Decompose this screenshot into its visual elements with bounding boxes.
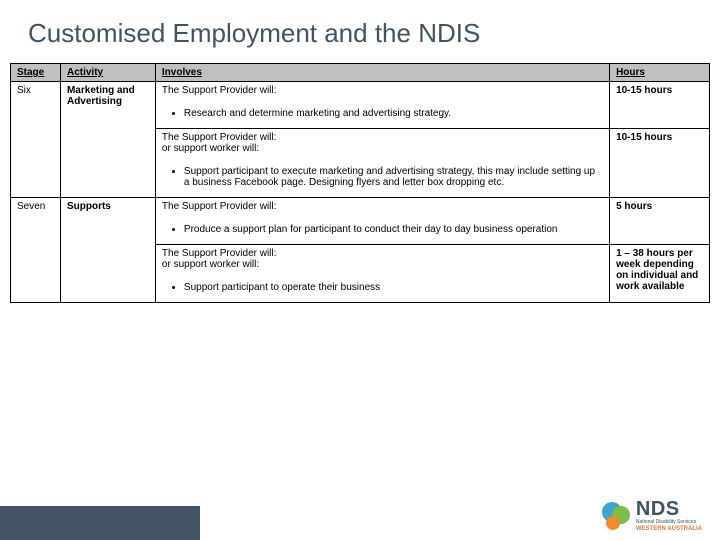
- table-header-row: Stage Activity Involves Hours: [11, 64, 710, 82]
- table-row-six-a: Six Marketing and Advertising The Suppor…: [11, 82, 710, 129]
- involves-lead: or support worker will:: [162, 259, 603, 270]
- involves-lead: The Support Provider will:: [162, 201, 603, 212]
- logo-text-sub: National Disability Services: [636, 520, 702, 525]
- cell-involves-six-b: The Support Provider will: or support wo…: [155, 129, 609, 198]
- involves-bullet: Produce a support plan for participant t…: [184, 222, 603, 237]
- cell-involves-seven-a: The Support Provider will: Produce a sup…: [155, 198, 609, 245]
- cell-involves-six-a: The Support Provider will: Research and …: [155, 82, 609, 129]
- footer-bar: [0, 506, 200, 540]
- involves-lead: The Support Provider will:: [162, 132, 603, 143]
- cell-involves-seven-b: The Support Provider will: or support wo…: [155, 245, 609, 303]
- col-header-activity: Activity: [60, 64, 155, 82]
- cell-hours-seven-a: 5 hours: [610, 198, 710, 245]
- table-row-seven-a: Seven Supports The Support Provider will…: [11, 198, 710, 245]
- cell-hours-six-b: 10-15 hours: [610, 129, 710, 198]
- nds-logo: NDS National Disability Services WESTERN…: [602, 499, 702, 532]
- logo-text-wa: WESTERN AUSTRALIA: [636, 526, 702, 532]
- cell-hours-seven-b: 1 – 38 hours per week depending on indiv…: [610, 245, 710, 303]
- cell-stage-seven: Seven: [11, 198, 61, 303]
- cell-activity-six: Marketing and Advertising: [60, 82, 155, 198]
- col-header-involves: Involves: [155, 64, 609, 82]
- involves-bullet: Support participant to operate their bus…: [184, 280, 603, 295]
- involves-bullet: Support participant to execute marketing…: [184, 164, 603, 190]
- page-title: Customised Employment and the NDIS: [0, 0, 720, 49]
- involves-lead: The Support Provider will:: [162, 85, 603, 96]
- cell-activity-seven: Supports: [60, 198, 155, 303]
- cell-hours-six-a: 10-15 hours: [610, 82, 710, 129]
- involves-bullet: Research and determine marketing and adv…: [184, 106, 603, 121]
- stages-table: Stage Activity Involves Hours Six Market…: [10, 63, 710, 303]
- col-header-stage: Stage: [11, 64, 61, 82]
- involves-lead: or support worker will:: [162, 143, 603, 154]
- col-header-hours: Hours: [610, 64, 710, 82]
- involves-lead: The Support Provider will:: [162, 248, 603, 259]
- cell-stage-six: Six: [11, 82, 61, 198]
- nds-logo-icon: [602, 502, 630, 530]
- logo-text-nds: NDS: [636, 499, 702, 519]
